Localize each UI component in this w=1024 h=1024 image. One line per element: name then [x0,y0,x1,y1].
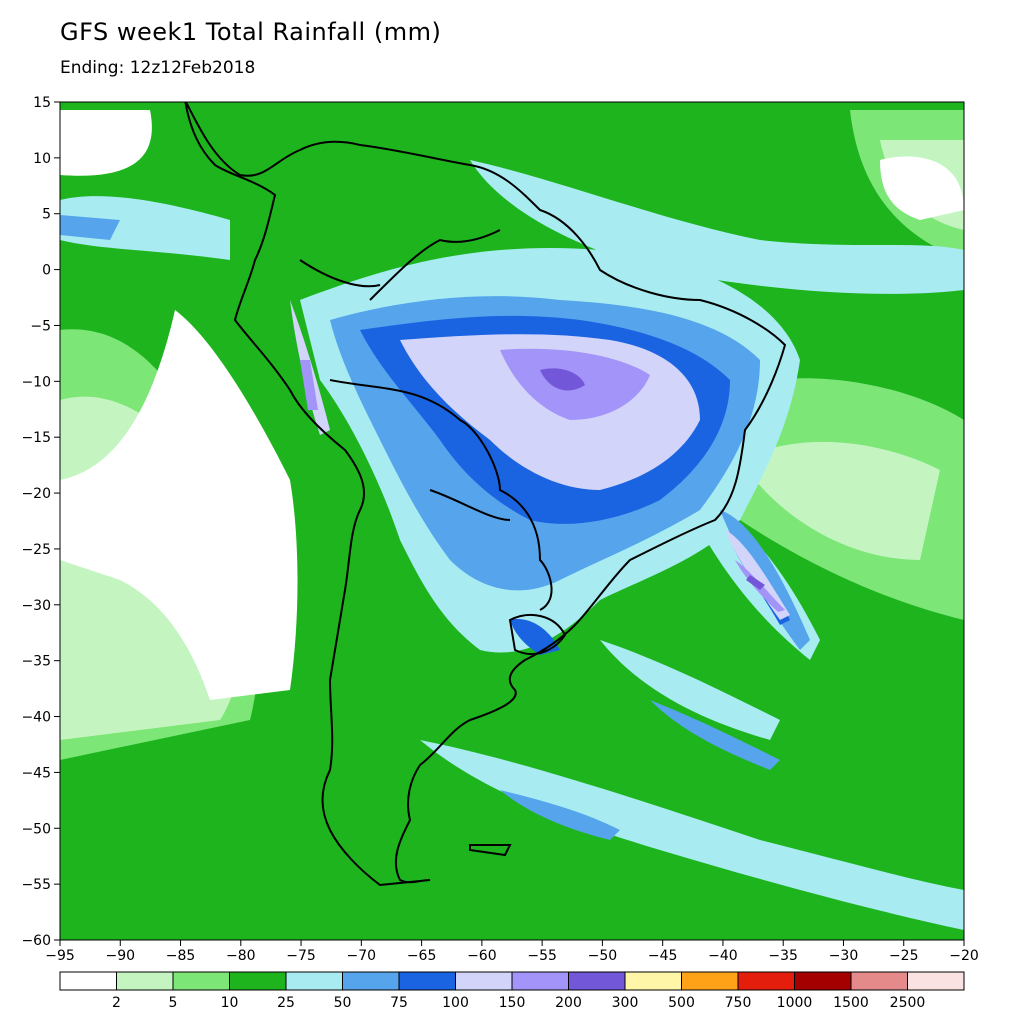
lat-tick-label: −20 [21,486,51,502]
lon-tick-label: −70 [347,948,377,964]
legend-swatch [398,971,456,991]
rainfall-band-150-200 [300,348,785,612]
lat-tick-label: −35 [21,654,51,670]
legend-label: 2500 [890,995,926,1011]
legend-label: 5 [169,995,178,1011]
rainfall-band-dry [60,110,964,700]
lon-tick-label: −85 [166,948,196,964]
lat-tick-label: 15 [33,95,51,111]
lat-tick-label: 5 [42,207,51,223]
legend-swatch [850,971,908,991]
legend-swatch [116,971,174,991]
map-frame [59,101,965,941]
lat-tick-label: 10 [33,151,51,167]
legend-swatch [229,971,287,991]
legend-label: 300 [612,995,639,1011]
lon-tick-label: −90 [105,948,135,964]
lon-tick-label: −50 [588,948,618,964]
legend-label: 1500 [833,995,869,1011]
lon-tick-label: −40 [708,948,738,964]
legend-colorbar: 2 5 10 25 50 75 100 150 200 300 500 750 1000 1500 2500 [59,971,965,1011]
map-subtitle: Ending: 12z12Feb2018 [60,58,256,78]
lat-tick-label: −15 [21,430,51,446]
lon-tick-label: −20 [949,948,979,964]
lat-tick-label: −60 [21,933,51,949]
lon-tick-label: −55 [527,948,557,964]
legend-label: 10 [221,995,239,1011]
legend-label: 100 [442,995,469,1011]
lat-tick-label: −25 [21,542,51,558]
legend-label: 1000 [777,995,813,1011]
lat-tick-label: −30 [21,598,51,614]
legend-swatch [59,971,117,991]
legend-swatch [624,971,682,991]
lon-tick-label: −25 [889,948,919,964]
lon-tick-label: −80 [226,948,256,964]
lon-tick-label: −95 [45,948,75,964]
legend-swatch [568,971,626,991]
lat-tick-label: −50 [21,821,51,837]
legend-swatch [681,971,739,991]
legend-label: 200 [555,995,582,1011]
legend-label: 750 [725,995,752,1011]
legend-swatch [511,971,569,991]
legend-label: 150 [499,995,526,1011]
lat-tick-label: −10 [21,374,51,390]
map-title: GFS week1 Total Rainfall (mm) [60,18,442,46]
lon-tick-label: −30 [829,948,859,964]
coastlines [184,102,787,887]
lon-tick-label: −60 [467,948,497,964]
lat-tick-label: −40 [21,710,51,726]
axis-ticks: −95 −90 −85 −80 −75 −70 −65 −60 −55 −50 −45 −40 −35−… [21,95,978,964]
lon-tick-label: −75 [286,948,316,964]
legend-label: 500 [668,995,695,1011]
rainfall-band-2-5 [60,140,964,740]
legend-swatch [907,971,965,991]
legend-label: 75 [390,995,408,1011]
legend-swatch [737,971,795,991]
rainfall-band-100-150 [290,300,790,620]
lon-tick-label: −45 [648,948,678,964]
lat-tick-label: −5 [30,318,51,334]
rainfall-field [60,102,964,940]
legend-swatch [455,971,513,991]
lat-tick-label: −45 [21,765,51,781]
lon-tick-label: −35 [768,948,798,964]
lat-tick-label: −55 [21,877,51,893]
legend-label: 50 [334,995,352,1011]
legend-label: 2 [112,995,121,1011]
legend-swatch [285,971,343,991]
lat-tick-label: 0 [42,263,51,279]
legend-swatch [794,971,852,991]
legend-swatch [342,971,400,991]
lon-tick-label: −65 [407,948,437,964]
legend-label: 25 [277,995,295,1011]
legend-swatch [172,971,230,991]
